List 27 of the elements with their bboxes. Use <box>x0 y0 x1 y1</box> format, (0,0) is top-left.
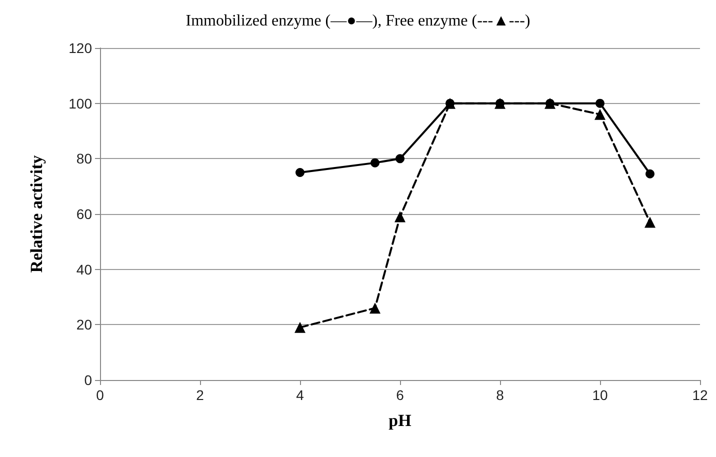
x-tick-label: 0 <box>96 387 104 403</box>
point <box>644 216 656 228</box>
y-tick-label: 100 <box>68 95 92 112</box>
y-tick-label: 0 <box>84 372 92 388</box>
x-tick-label: 6 <box>396 387 404 403</box>
chart-title: Immobilized enzyme (—●—), Free enzyme (---▲---) <box>186 12 530 30</box>
point <box>296 168 304 177</box>
y-tick-label: 80 <box>76 150 92 167</box>
y-axis-title: Relative activity <box>27 154 46 273</box>
x-tick-label: 4 <box>296 387 304 403</box>
point <box>294 322 306 333</box>
point <box>594 108 606 120</box>
x-tick-label: 12 <box>692 387 708 403</box>
point <box>596 98 604 108</box>
point <box>394 211 406 222</box>
point <box>396 154 404 164</box>
point <box>646 169 654 178</box>
point <box>370 302 380 314</box>
x-tick-label: 2 <box>196 387 204 403</box>
x-tick-label: 8 <box>496 387 504 403</box>
y-tick-label: 40 <box>76 261 92 278</box>
y-tick-label: 120 <box>68 40 92 56</box>
y-tick-label: 20 <box>76 316 92 333</box>
x-tick-label: 10 <box>592 387 608 403</box>
y-tick-label: 60 <box>76 206 92 222</box>
point <box>370 158 380 168</box>
x-axis-title: pH <box>388 411 412 430</box>
